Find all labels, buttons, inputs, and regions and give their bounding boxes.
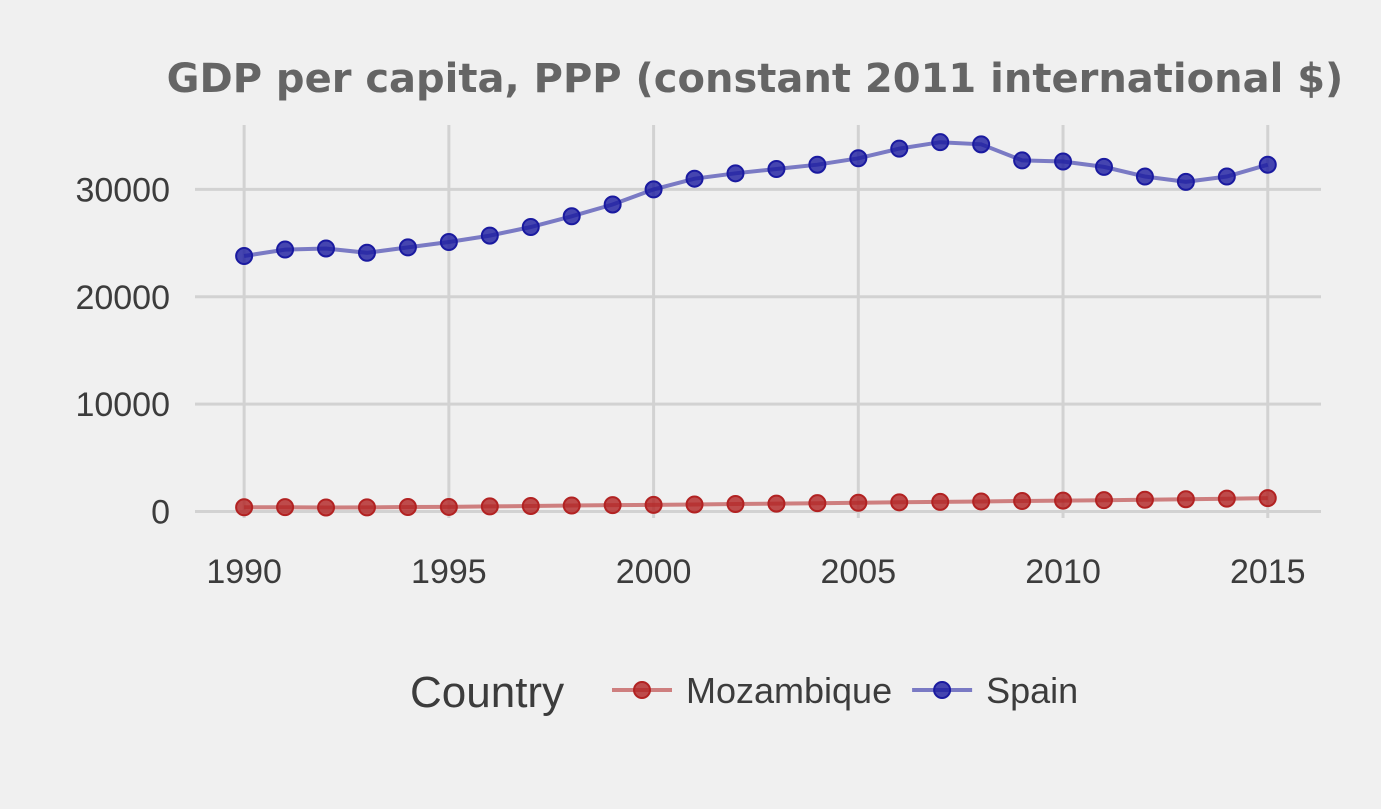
grid [195,125,1321,518]
data-point-mozambique [726,495,745,514]
legend-key-point [933,681,952,699]
data-point-spain [931,133,950,152]
data-point-mozambique [767,494,786,513]
data-point-mozambique [1013,492,1032,511]
data-point-mozambique [685,495,704,514]
data-point-spain [644,180,663,199]
data-point-mozambique [931,492,950,511]
data-point-spain [521,218,540,237]
data-point-spain [1176,172,1195,191]
y-tick-label: 20000 [75,279,170,317]
data-point-spain [1013,151,1032,170]
data-point-spain [1054,152,1073,171]
x-tick-labels: 1990 1995 2000 2005 2010 2015 [206,553,1305,591]
y-tick-label: 0 [151,494,170,532]
legend-item-mozambique: Mozambique [612,670,892,711]
chart-title: GDP per capita, PPP (constant 2011 inter… [167,56,1344,102]
data-point-spain [235,247,254,265]
data-point-spain [890,139,909,158]
data-point-mozambique [398,498,417,517]
data-point-spain [808,155,827,174]
series-layer [235,133,1277,517]
data-point-spain [1217,167,1236,186]
legend-key-point [633,681,651,699]
legend-title: Country [410,668,564,717]
data-point-mozambique [808,494,827,513]
data-point-spain [1094,157,1113,176]
data-point-mozambique [603,496,622,515]
data-point-spain [1258,155,1277,174]
data-point-spain [1135,167,1154,186]
data-point-mozambique [1094,491,1113,510]
series-spain [235,133,1277,265]
data-point-spain [317,239,336,258]
data-point-spain [767,160,786,179]
series-line-spain [243,140,1269,258]
legend-item-spain: Spain [912,670,1078,711]
data-point-mozambique [1176,490,1195,509]
x-tick-label: 1995 [411,553,487,591]
data-point-spain [685,169,704,188]
data-point-spain [726,164,745,183]
data-point-spain [562,207,581,226]
data-point-mozambique [1217,489,1236,508]
data-point-mozambique [1258,489,1277,508]
data-point-mozambique [521,496,540,515]
data-point-mozambique [972,492,991,511]
data-point-mozambique [1135,490,1154,509]
legend: Country Mozambique Spain [410,668,1078,717]
legend-label: Mozambique [686,670,892,711]
data-point-spain [357,243,376,262]
series-line-mozambique [244,496,1268,510]
legend-label: Spain [986,670,1078,711]
x-tick-label: 2010 [1025,553,1101,591]
x-tick-label: 2015 [1230,553,1306,591]
data-point-spain [849,149,868,168]
data-point-spain [972,135,991,154]
y-tick-label: 30000 [75,171,170,209]
y-tick-labels: 0 10000 20000 30000 [75,171,170,531]
data-point-mozambique [480,497,499,516]
x-tick-label: 1990 [206,553,282,591]
data-point-mozambique [439,497,458,516]
data-point-mozambique [357,498,376,517]
data-point-spain [398,238,417,257]
data-point-mozambique [235,498,254,517]
data-point-spain [439,233,458,252]
data-point-mozambique [644,495,663,514]
x-tick-label: 2005 [820,553,896,591]
data-point-mozambique [849,493,868,512]
data-point-mozambique [1054,491,1073,510]
y-tick-label: 10000 [75,386,170,424]
data-point-mozambique [562,496,581,515]
data-point-spain [276,240,295,259]
data-point-mozambique [276,498,295,517]
data-point-mozambique [890,493,909,512]
data-point-spain [480,226,499,245]
data-point-spain [603,195,622,214]
data-point-mozambique [317,498,336,517]
series-mozambique [235,489,1277,517]
x-tick-label: 2000 [616,553,692,591]
